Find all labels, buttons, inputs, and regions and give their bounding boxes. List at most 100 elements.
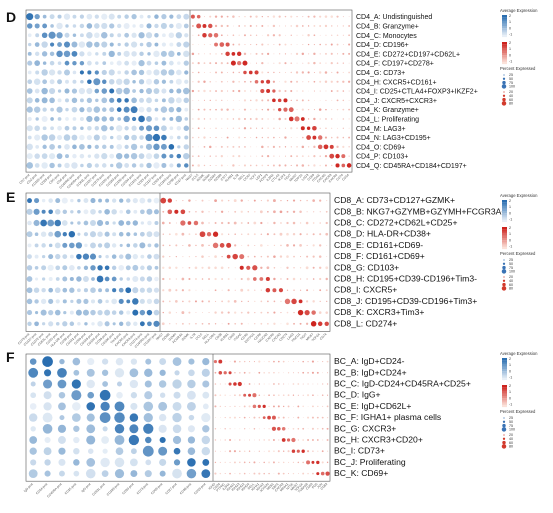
rna-percent-tick: 20 bbox=[509, 275, 513, 279]
adt-dot bbox=[105, 254, 109, 259]
rna-dot bbox=[208, 200, 210, 202]
adt-dot bbox=[30, 392, 37, 399]
rna-dot bbox=[319, 289, 322, 292]
adt-dot bbox=[154, 265, 159, 270]
rna-dot bbox=[240, 233, 243, 235]
adt-dot bbox=[57, 145, 62, 149]
adt-dot bbox=[184, 163, 189, 168]
row-label: CD8_D: HLA-DR+CD38+ bbox=[334, 229, 431, 239]
adt-dot bbox=[94, 163, 99, 168]
rna-dot bbox=[263, 450, 265, 452]
rna-dot bbox=[268, 439, 270, 441]
rna-dot bbox=[232, 71, 235, 74]
adt-dot bbox=[33, 287, 40, 293]
adt-dot bbox=[109, 23, 115, 29]
rna-dot bbox=[311, 460, 315, 464]
adt-dot bbox=[58, 391, 66, 399]
rna-dot bbox=[313, 52, 316, 56]
gene-column-label: XBP1 bbox=[271, 482, 280, 491]
adt-dot bbox=[132, 264, 139, 271]
adt-percent-tick: 75 bbox=[509, 266, 513, 270]
rna-dot bbox=[232, 99, 234, 101]
rna-dot bbox=[292, 361, 294, 363]
adt-dot bbox=[26, 143, 33, 151]
row-label: CD8_I: CXCR5+ bbox=[334, 285, 397, 295]
rna-dot bbox=[195, 233, 197, 235]
adt-dot bbox=[80, 79, 84, 84]
adt-dot bbox=[143, 423, 154, 434]
rna-dot bbox=[312, 233, 315, 236]
rna-dot bbox=[348, 108, 351, 111]
rna-dot bbox=[312, 244, 315, 247]
adt-dot bbox=[169, 42, 174, 47]
rna-dot bbox=[301, 99, 304, 102]
gene-column-label: LAG3 bbox=[286, 332, 295, 341]
rna-dot bbox=[324, 80, 328, 83]
rna-dot bbox=[336, 108, 339, 111]
panel-label: D bbox=[6, 9, 16, 25]
adt-dot bbox=[139, 88, 144, 94]
adt-dot bbox=[97, 299, 103, 304]
adt-dot bbox=[63, 50, 71, 58]
rna-dot bbox=[266, 52, 270, 55]
rna-dot bbox=[331, 118, 333, 120]
rna-dot bbox=[214, 311, 217, 314]
rna-dot bbox=[331, 164, 333, 167]
rna-dot bbox=[321, 394, 324, 396]
rna-dot bbox=[195, 211, 197, 213]
rna-dot bbox=[243, 99, 247, 102]
adt-column-label: CD183-prot bbox=[106, 482, 121, 497]
rna-dot bbox=[279, 127, 281, 129]
rna-dot bbox=[201, 300, 204, 303]
adt-dot bbox=[123, 78, 130, 85]
rna-dot bbox=[247, 323, 249, 325]
rna-dot bbox=[192, 136, 194, 139]
rna-dot bbox=[331, 127, 333, 129]
adt-dot bbox=[139, 125, 145, 131]
gene-column-label: HAVCR2 bbox=[257, 332, 269, 344]
rna-colorbar-tick: 1 bbox=[509, 47, 511, 51]
adt-dot bbox=[147, 52, 151, 56]
rna-dot bbox=[305, 266, 309, 270]
adt-dot bbox=[30, 426, 36, 432]
rna-dot bbox=[255, 99, 258, 102]
rna-dot bbox=[247, 233, 250, 236]
adt-dot bbox=[64, 60, 70, 66]
rna-dot bbox=[260, 289, 263, 291]
rna-dot bbox=[313, 117, 316, 121]
rna-dot bbox=[306, 211, 308, 213]
rna-dot bbox=[323, 144, 329, 150]
rna-dot bbox=[209, 62, 212, 65]
adt-dot bbox=[90, 220, 96, 226]
rna-dot bbox=[234, 428, 236, 430]
rna-dot bbox=[218, 359, 223, 364]
adt-dot bbox=[138, 106, 145, 113]
rna-dot bbox=[227, 267, 230, 269]
gene-column-label: PTPRC bbox=[215, 482, 226, 493]
rna-dot bbox=[262, 416, 266, 419]
adt-dot bbox=[72, 24, 77, 28]
gene-column-label: NKG7 bbox=[185, 173, 194, 182]
rna-dot bbox=[258, 383, 260, 385]
rna-dot bbox=[306, 255, 309, 258]
rna-dot bbox=[297, 405, 300, 408]
adt-colorbar-step bbox=[502, 366, 507, 370]
adt-dot bbox=[87, 51, 92, 57]
rna-dot bbox=[229, 438, 232, 442]
adt-dot bbox=[101, 125, 108, 132]
plot-frame bbox=[25, 192, 331, 332]
adt-dot bbox=[118, 310, 124, 315]
adt-dot bbox=[101, 116, 107, 122]
rna-dot bbox=[299, 222, 302, 224]
adt-dot bbox=[118, 287, 124, 293]
rna-dot bbox=[335, 153, 340, 159]
rna-dot bbox=[249, 34, 252, 37]
rna-dot bbox=[284, 155, 287, 157]
adt-dot bbox=[187, 447, 196, 455]
rna-dot bbox=[209, 99, 211, 101]
rna-dot bbox=[254, 300, 256, 303]
rna-dot bbox=[168, 233, 171, 236]
adt-dot bbox=[153, 79, 160, 85]
rna-dot bbox=[266, 311, 269, 314]
adt-dot bbox=[172, 424, 182, 434]
